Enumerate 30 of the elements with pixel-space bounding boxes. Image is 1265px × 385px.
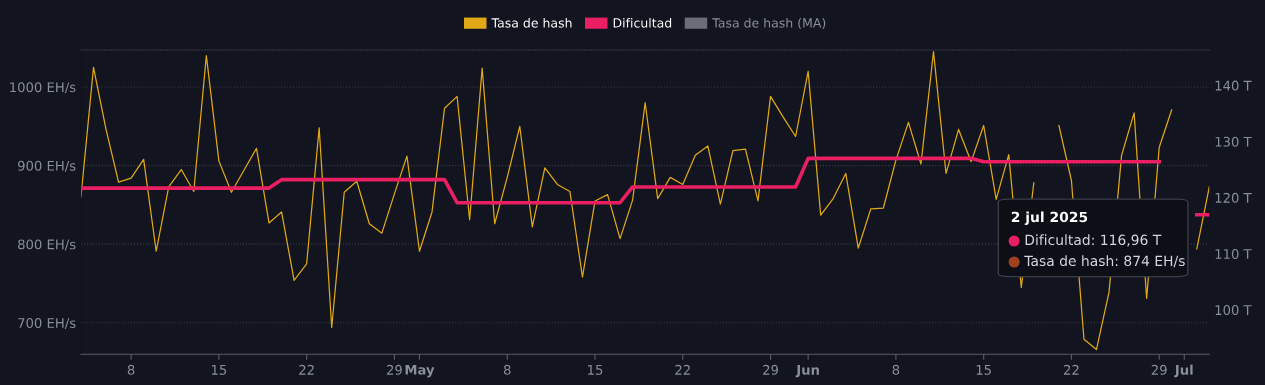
x-tick-label: May [405,364,435,378]
x-tick-label: Jul [1174,364,1193,378]
y2-tick-label: 140 T [1215,80,1252,91]
y2-tick-label: 110 T [1215,248,1252,259]
x-tick-label: 22 [299,364,314,375]
x-tick-label: 29 [763,364,778,375]
x-tick-label: 22 [675,364,690,375]
x-tick-label: 8 [503,364,511,375]
y2-tick-label: 130 T [1215,136,1252,147]
x-tick-label: 29 [1151,364,1167,375]
y-tick-label: 1000 EH/s [10,82,76,94]
legend-label: Dificultad [613,17,672,28]
x-tick-label: Jun [795,365,819,378]
y-tick-label: 900 EH/s [17,160,76,172]
x-tick-label: 29 [386,364,402,375]
annotation: Dificultad: 116,96 T [1025,234,1162,247]
y-tick-label: 800 EH/s [18,239,76,251]
annotation: Tasa de hash: 874 EH/s [1024,255,1185,268]
annotation: 2 jul 2025 [1011,211,1088,226]
x-tick-label: 15 [211,365,227,375]
x-tick-label: 22 [1064,364,1079,375]
x-tick-label: 15 [976,365,991,375]
y2-tick-label: 100 T [1215,305,1252,316]
y-tick-label: 700 EH/s [18,317,76,329]
x-tick-label: 15 [588,365,603,375]
legend-label: Tasa de hash [491,17,572,28]
x-tick-label: 8 [892,364,900,375]
y2-tick-label: 120 T [1215,192,1252,203]
x-tick-label: 8 [127,364,135,375]
legend-label: Tasa de hash (MA) [712,17,826,30]
